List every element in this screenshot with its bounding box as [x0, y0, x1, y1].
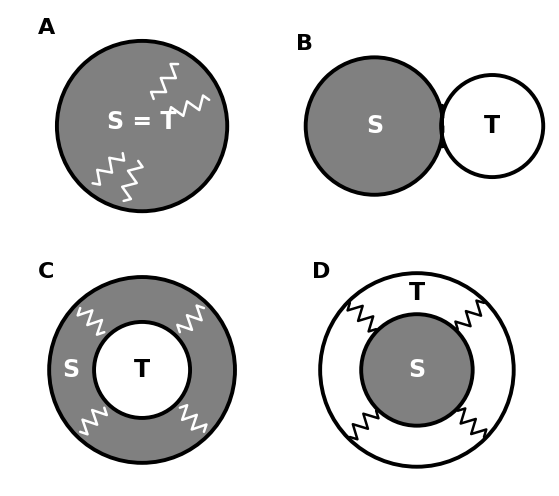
- Circle shape: [361, 314, 473, 426]
- Text: T: T: [409, 281, 425, 306]
- Text: S: S: [62, 358, 79, 382]
- Circle shape: [441, 75, 543, 177]
- Text: S = T: S = T: [107, 110, 177, 134]
- Text: T: T: [134, 358, 150, 382]
- Text: T: T: [484, 114, 500, 138]
- Text: A: A: [37, 18, 55, 38]
- Text: C: C: [37, 261, 54, 282]
- Text: S: S: [409, 358, 425, 382]
- Circle shape: [306, 58, 443, 195]
- Circle shape: [320, 273, 514, 467]
- Circle shape: [57, 41, 228, 211]
- Text: B: B: [296, 34, 313, 55]
- Circle shape: [94, 322, 190, 418]
- Text: D: D: [312, 261, 331, 282]
- Circle shape: [49, 277, 235, 463]
- Text: S: S: [366, 114, 383, 138]
